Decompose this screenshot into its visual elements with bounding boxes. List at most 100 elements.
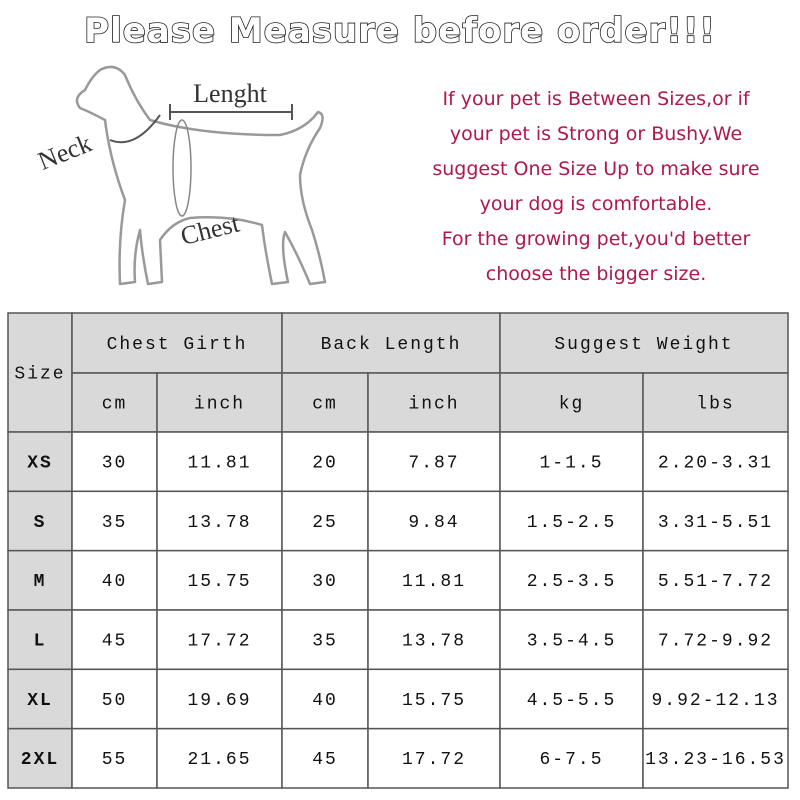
table-cell (7, 549, 73, 611)
cell-text: 55 (102, 750, 128, 770)
cell-text: XL (27, 691, 53, 711)
table-cell (499, 668, 644, 730)
table-cell (499, 312, 789, 374)
table-cell (281, 549, 369, 611)
cell-text: 19.69 (187, 691, 251, 711)
cell-text: 2XL (21, 750, 59, 770)
note-line: choose the bigger size. (486, 263, 706, 285)
table-cell (367, 372, 501, 433)
cell-text: Suggest Weight (554, 335, 733, 355)
table-cell (642, 668, 789, 730)
size-table: Size Chest Girth Back Length Suggest Weight… (7, 312, 789, 789)
note-line: For the growing pet,you'd better (442, 228, 751, 250)
cell-text: Size (14, 364, 65, 384)
table-cell (642, 549, 789, 611)
cell-text: S (34, 513, 47, 533)
table-cell (499, 431, 644, 493)
table-cell (499, 490, 644, 552)
cell-text: 11.81 (187, 453, 251, 473)
cell-text: 50 (102, 691, 128, 711)
table-cell (156, 431, 283, 493)
cell-text: 15.75 (187, 572, 251, 592)
cell-text: 11.81 (402, 572, 466, 592)
table-cell (71, 431, 158, 493)
table-cell (367, 668, 501, 730)
table-cell (156, 668, 283, 730)
table-cell (499, 727, 644, 789)
cell-text: 6-7.5 (539, 750, 603, 770)
cell-text: 20 (312, 453, 338, 473)
table-cell (281, 490, 369, 552)
table-cell (71, 312, 283, 374)
cell-text: cm (312, 394, 338, 414)
title: Please Measure before order!!! (84, 11, 716, 51)
cell-text: 1-1.5 (539, 453, 603, 473)
table-cell (281, 312, 501, 374)
table-cell (367, 727, 501, 789)
cell-text: L (34, 631, 47, 651)
cell-text: 25 (312, 513, 338, 533)
table-cell (71, 727, 158, 789)
cell-text: 3.5-4.5 (527, 631, 617, 651)
cell-text: 35 (102, 513, 128, 533)
cell-text: 40 (102, 572, 128, 592)
cell-text: 7.87 (408, 453, 459, 473)
table-cell (71, 668, 158, 730)
cell-text: 1.5-2.5 (527, 513, 617, 533)
cell-text: 45 (102, 631, 128, 651)
note-line: your dog is comfortable. (480, 193, 713, 215)
table-cell (281, 372, 369, 433)
cell-text: 21.65 (187, 750, 251, 770)
cell-text: 2.5-3.5 (527, 572, 617, 592)
cell-text: 30 (102, 453, 128, 473)
cell-text: XS (27, 453, 53, 473)
cell-text: 4.5-5.5 (527, 691, 617, 711)
table-cell (281, 431, 369, 493)
table-cell (367, 549, 501, 611)
cell-text: kg (559, 394, 585, 414)
cell-text: 17.72 (402, 750, 466, 770)
cell-text: 5.51-7.72 (658, 572, 773, 592)
cell-text: 45 (312, 750, 338, 770)
cell-text: M (34, 572, 47, 592)
dog-diagram (75, 65, 327, 286)
cell-text: Back Length (321, 335, 462, 355)
cell-text: 15.75 (402, 691, 466, 711)
cell-text: 30 (312, 572, 338, 592)
cell-text: cm (102, 394, 128, 414)
cell-text: 7.72-9.92 (658, 631, 773, 651)
cell-text: 40 (312, 691, 338, 711)
cell-text: 13.78 (402, 631, 466, 651)
table-cell (7, 668, 73, 730)
length-label: Lenght (193, 79, 267, 108)
cell-text: inch (408, 394, 459, 414)
notes: If your pet is Between Sizes,or if your p… (432, 88, 759, 285)
cell-text: Chest Girth (107, 335, 248, 355)
cell-text: 2.20-3.31 (658, 453, 773, 473)
cell-text: inch (194, 394, 245, 414)
table-cell (281, 609, 369, 671)
table-cell (7, 431, 73, 493)
table-cell (499, 549, 644, 611)
table-cell (7, 727, 73, 789)
table-cell (71, 490, 158, 552)
note-line: your pet is Strong or Bushy.We (450, 123, 742, 145)
cell-text: 9.84 (408, 513, 459, 533)
cell-text: 13.78 (187, 513, 251, 533)
cell-text: 13.23-16.53 (645, 750, 786, 770)
table-cell (156, 609, 283, 671)
cell-text: 17.72 (187, 631, 251, 651)
table-cell (642, 727, 789, 789)
table-cell (367, 609, 501, 671)
note-line: suggest One Size Up to make sure (432, 158, 759, 180)
cell-text: 3.31-5.51 (658, 513, 773, 533)
table-cell (281, 727, 369, 789)
table-cell (367, 431, 501, 493)
note-line: If your pet is Between Sizes,or if (442, 88, 750, 110)
cell-text: 9.92-12.13 (651, 691, 779, 711)
cell-text: lbs (696, 394, 734, 414)
table-cell (642, 372, 789, 433)
cell-text: 35 (312, 631, 338, 651)
table-cell (281, 668, 369, 730)
